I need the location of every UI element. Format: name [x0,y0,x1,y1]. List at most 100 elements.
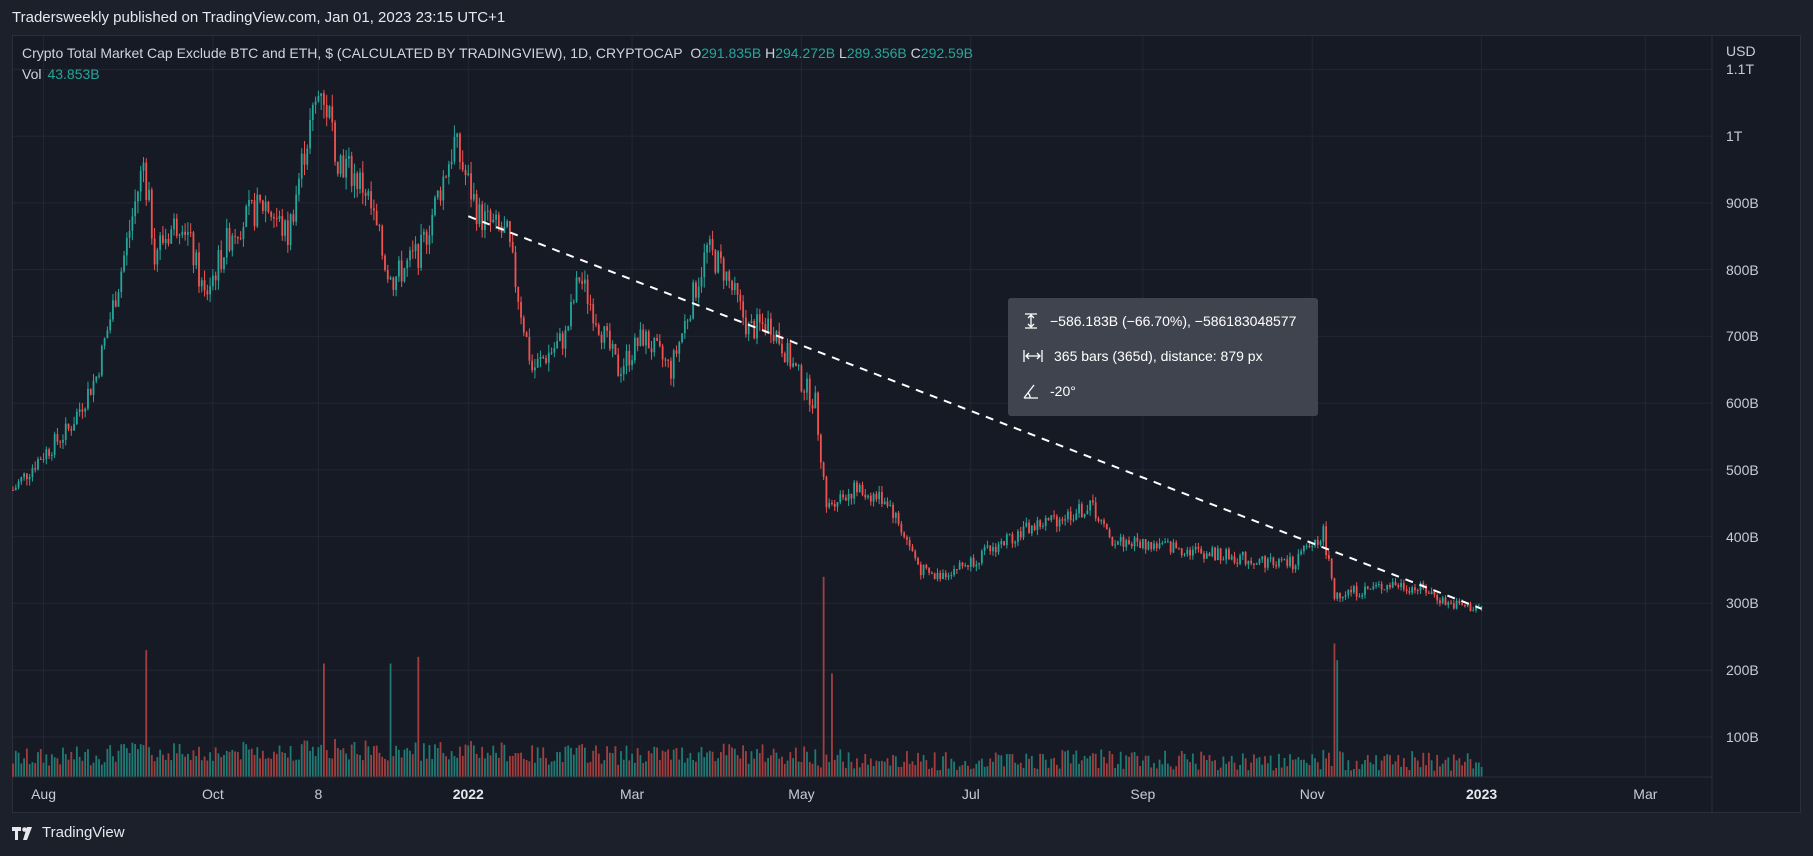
candle-body [825,476,828,508]
candle-body [1394,582,1397,586]
candle-body [1439,600,1441,604]
volume-bar [933,752,936,777]
candle-body [464,169,467,176]
candle-body [1161,542,1164,544]
volume-bar [1105,763,1108,777]
volume-bar [481,746,484,777]
volume-bar [459,746,461,777]
candle-body [1205,553,1208,559]
candle-body [645,331,647,346]
volume-bar [28,764,31,777]
volume-bar [789,752,792,777]
candle-body [67,423,70,429]
volume-bar [650,753,653,777]
candle-body [1125,540,1128,547]
volume-bar [1466,753,1469,777]
candle-body [900,523,903,533]
volume-bar [922,755,925,777]
candle-body [389,277,392,280]
candle-body [869,495,872,502]
candle-body [1414,587,1416,591]
volume-bar [947,768,950,777]
volume-bar [900,766,903,777]
candle-body [1380,583,1383,590]
volume-bar [808,761,811,777]
candle-body [153,238,156,265]
candle-body [264,201,267,211]
volume-bar [872,765,875,777]
volume-bar [794,747,797,777]
candle-body [1141,539,1144,548]
candle-body [320,93,323,96]
volume-bar [1122,768,1125,777]
volume-bar [1300,759,1303,777]
candle-body [1225,549,1228,560]
volume-bar [786,760,789,777]
candle-body [936,572,939,579]
volume-bar [397,749,400,777]
volume-bar [745,751,747,777]
volume-bar [334,739,336,777]
measure-trendline[interactable] [467,215,1482,610]
time-tick-label: 8 [314,786,323,802]
volume-bar [1155,768,1158,777]
candle-body [120,271,123,293]
volume-bar [983,766,986,777]
volume-bar [1164,750,1166,777]
candle-body [986,545,989,547]
candle-body [239,238,242,240]
tradingview-logo[interactable]: TradingView [12,824,125,841]
candle-body [31,468,34,478]
candle-body [1308,545,1311,547]
chart-panel[interactable] [12,35,1801,813]
candle-body [23,473,26,478]
time-tick-label: Oct [201,786,224,802]
volume-bar [306,740,309,777]
candle-body [1325,526,1328,555]
candle-body [889,504,892,506]
time-tick-label: 2023 [1466,786,1498,802]
volume-bar [1464,761,1466,777]
candle-body [728,271,731,281]
candle-body [87,388,89,409]
volume-bar [1450,770,1452,777]
candle-body [931,572,933,574]
candle-body [1327,554,1330,559]
candle-body [45,449,48,460]
volume-bar [81,760,84,777]
volume-bar [628,760,631,777]
candle-body [223,257,225,269]
volume-bar [792,758,794,777]
volume-bar [931,767,933,777]
candle-body [736,283,739,295]
volume-bar [750,751,753,777]
candle-body [311,104,314,121]
volume-bar [242,741,245,777]
volume-bar [336,748,339,777]
candle-body [781,343,783,354]
volume-bar [311,746,314,777]
volume-bar [839,749,842,777]
volume-bar [478,757,481,777]
volume-bar [583,747,586,777]
candle-body [733,283,736,291]
volume-bar [850,761,853,777]
candle-body [400,260,403,282]
volume-bar [603,760,606,777]
volume-bar [1355,760,1358,777]
volume-bar [234,751,236,777]
volume-bar [1147,755,1150,777]
volume-bar [400,757,403,777]
volume-bar [1308,765,1311,777]
volume-bar [173,743,175,777]
candle-body [1039,520,1042,527]
volume-bar [356,754,359,777]
candle-body [681,333,683,343]
candle-body [819,434,822,463]
volume-bar [620,751,622,777]
candle-body [1005,534,1008,546]
candle-body [1311,545,1314,547]
candle-body [692,282,695,319]
candle-body [731,280,733,291]
